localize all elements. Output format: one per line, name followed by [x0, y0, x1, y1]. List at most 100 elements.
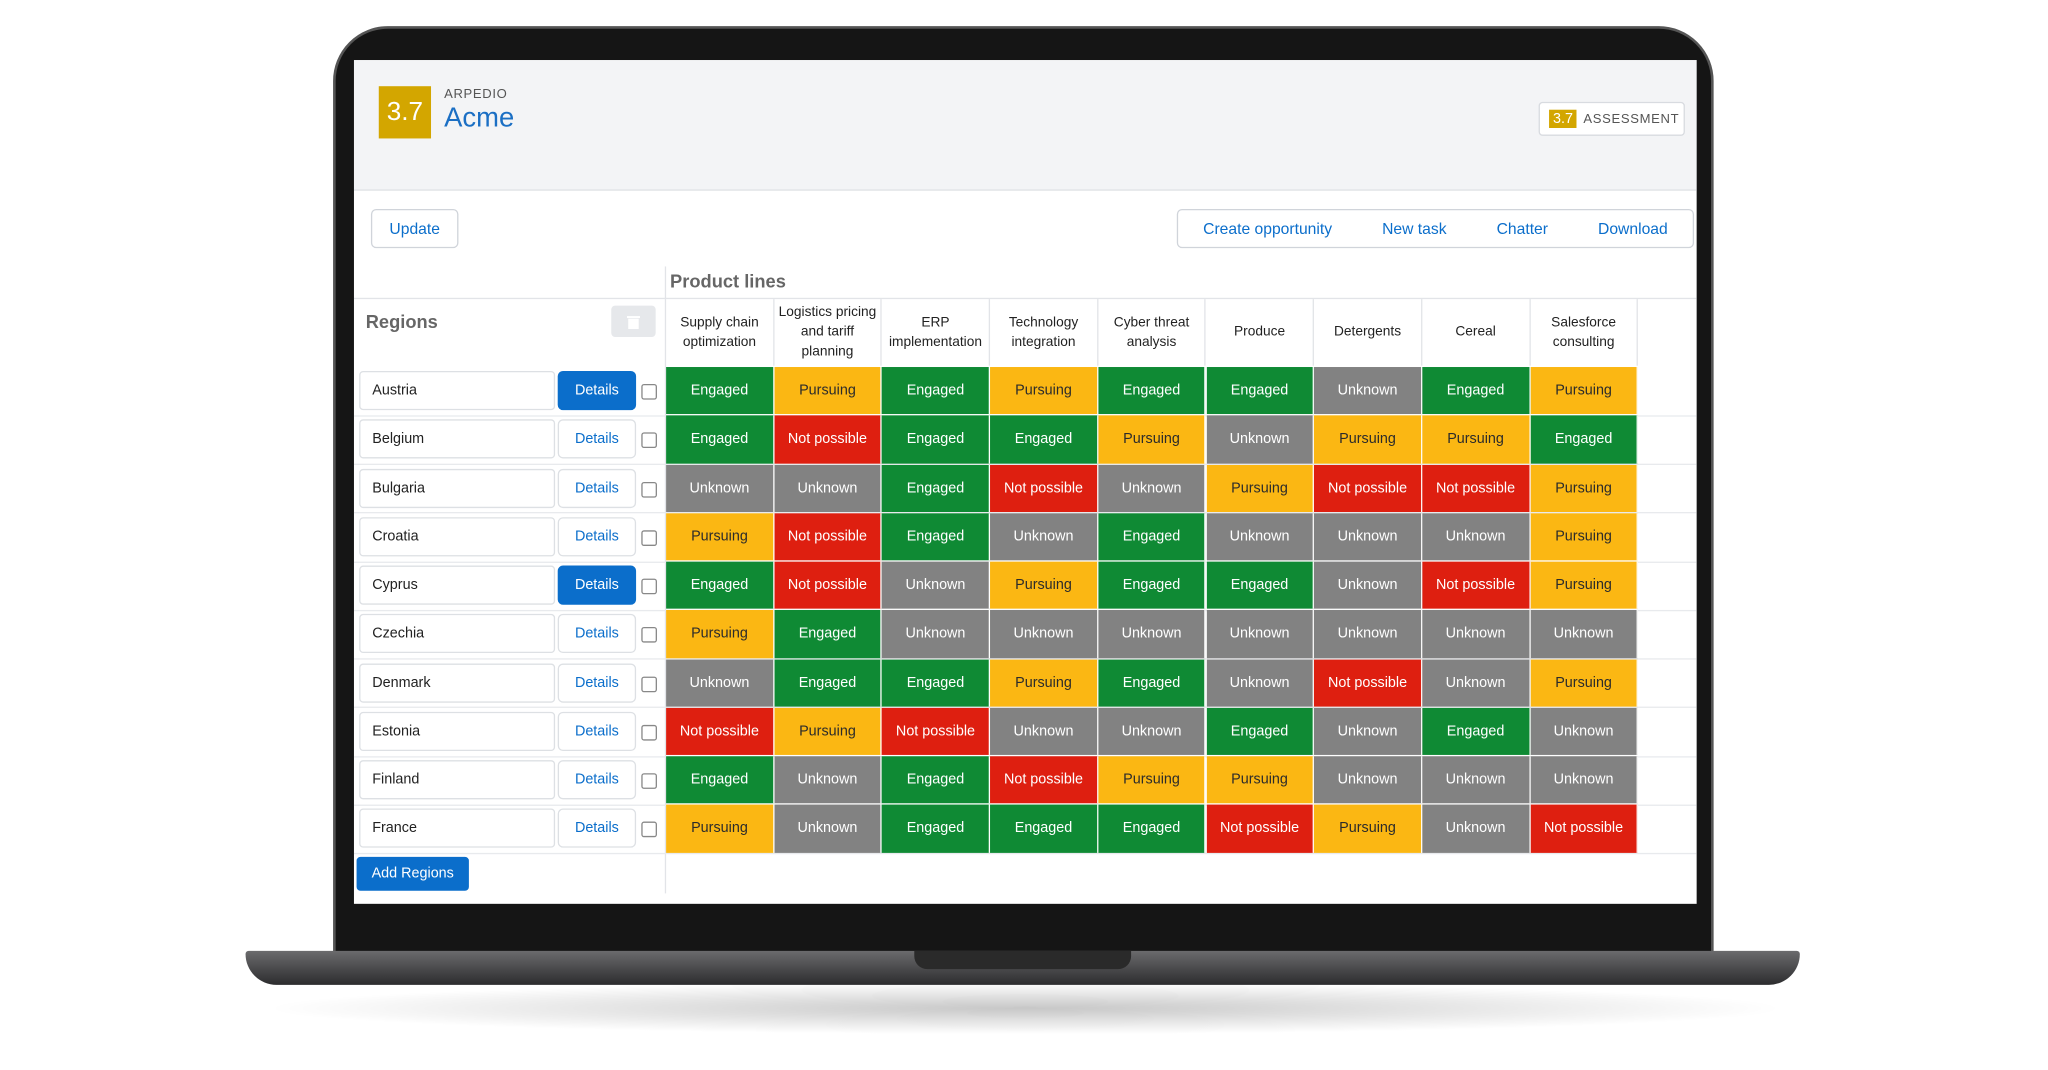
region-name[interactable]: Austria [359, 370, 556, 411]
details-button[interactable]: Details [557, 808, 637, 848]
details-button[interactable]: Details [557, 370, 637, 411]
region-name[interactable]: Belgium [359, 419, 556, 459]
status-cell: Engaged [666, 756, 775, 804]
status-cell: Not possible [990, 464, 1099, 512]
status-cell: Engaged [990, 415, 1099, 464]
status-cell: Unknown [1314, 707, 1423, 755]
row-checkbox[interactable] [641, 481, 657, 497]
column-header: Logistics pricing and tariff planning [774, 299, 883, 366]
status-cell: Unknown [882, 561, 991, 609]
status-cell: Engaged [774, 610, 883, 658]
regions-label: Regions [365, 310, 438, 332]
status-cell: Pursuing [1098, 415, 1207, 464]
status-cell: Not possible [1422, 464, 1531, 512]
status-cell: Engaged [882, 464, 991, 512]
region-name[interactable]: Estonia [359, 711, 556, 751]
status-cell: Pursuing [1530, 658, 1639, 707]
status-cell: Pursuing [1530, 367, 1639, 415]
status-cell: Pursuing [1314, 415, 1423, 464]
status-cell: Engaged [666, 367, 775, 415]
status-cell: Engaged [882, 804, 991, 853]
status-cell: Engaged [1206, 707, 1315, 755]
row-checkbox[interactable] [641, 675, 657, 692]
details-button[interactable]: Details [557, 468, 637, 508]
status-cell: Unknown [1206, 610, 1315, 658]
status-cell: Pursuing [990, 658, 1099, 707]
status-cell: Unknown [1314, 756, 1423, 804]
action-button[interactable]: Chatter [1496, 219, 1548, 238]
base-shadow [261, 982, 1790, 1035]
status-cell: Not possible [774, 561, 883, 609]
region-name[interactable]: Croatia [359, 516, 556, 557]
details-button[interactable]: Details [557, 662, 637, 703]
status-cell: Unknown [1206, 658, 1315, 707]
status-cell: Unknown [774, 464, 883, 512]
status-cell: Unknown [1422, 756, 1531, 804]
grid-divider [664, 266, 667, 894]
delete-button[interactable] [611, 305, 656, 337]
status-cell: Not possible [774, 415, 883, 464]
region-name[interactable]: Finland [359, 760, 556, 800]
status-cell: Pursuing [990, 561, 1099, 609]
row-checkbox[interactable] [641, 821, 657, 838]
status-cell: Engaged [882, 658, 991, 707]
details-button[interactable]: Details [557, 614, 637, 654]
details-button[interactable]: Details [557, 419, 637, 459]
status-cell: Unknown [1422, 610, 1531, 658]
screen: 3.7 ARPEDIO Acme 3.7 ASSESSMENT Update C… [353, 60, 1697, 904]
row-checkbox[interactable] [641, 383, 657, 400]
status-cell: Pursuing [1530, 561, 1639, 609]
column-header: Supply chain optimization [666, 299, 775, 366]
status-cell: Unknown [1098, 610, 1207, 658]
status-cell: Not possible [1314, 464, 1423, 512]
row-checkbox[interactable] [641, 578, 657, 595]
status-cell: Unknown [990, 610, 1099, 658]
status-cell: Engaged [1098, 512, 1207, 561]
status-cell: Pursuing [1422, 415, 1531, 464]
status-cell: Engaged [1098, 804, 1207, 853]
status-cell: Unknown [1098, 707, 1207, 755]
update-button[interactable]: Update [370, 208, 459, 249]
row-checkbox[interactable] [641, 432, 657, 449]
column-header: Cyber threat analysis [1098, 299, 1207, 366]
status-cell: Engaged [990, 804, 1099, 853]
column-header: Technology integration [990, 299, 1099, 366]
status-cell: Pursuing [1314, 804, 1423, 853]
action-button[interactable]: Create opportunity [1203, 219, 1333, 238]
column-header: Cereal [1422, 299, 1531, 366]
status-cell: Unknown [1206, 512, 1315, 561]
region-name[interactable]: Cyprus [359, 565, 556, 605]
assessment-badge: 3.7 [1549, 109, 1577, 128]
status-cell: Pursuing [774, 707, 883, 755]
row-checkbox[interactable] [641, 627, 657, 643]
row-checkbox[interactable] [641, 773, 657, 789]
add-regions-button[interactable]: Add Regions [356, 856, 469, 891]
details-button[interactable]: Details [557, 711, 637, 751]
action-button[interactable]: New task [1382, 219, 1447, 238]
status-cell: Pursuing [666, 610, 775, 658]
action-button[interactable]: Download [1598, 219, 1668, 238]
details-button[interactable]: Details [557, 565, 637, 605]
status-cell: Unknown [774, 804, 883, 853]
status-cell: Engaged [1422, 367, 1531, 415]
region-name[interactable]: Denmark [359, 662, 556, 703]
status-cell: Pursuing [1206, 464, 1315, 512]
details-button[interactable]: Details [557, 760, 637, 800]
row-line [353, 609, 1697, 611]
assessment-tag[interactable]: 3.7 ASSESSMENT [1538, 101, 1685, 136]
status-cell: Not possible [1314, 658, 1423, 707]
region-name[interactable]: France [359, 808, 556, 848]
details-button[interactable]: Details [557, 516, 637, 557]
status-cell: Pursuing [1098, 756, 1207, 804]
status-cell: Unknown [1314, 561, 1423, 609]
region-name[interactable]: Bulgaria [359, 468, 556, 508]
column-header: ERP implementation [882, 299, 991, 366]
row-checkbox[interactable] [641, 529, 657, 546]
row-checkbox[interactable] [641, 724, 657, 741]
status-cell: Unknown [990, 512, 1099, 561]
status-cell: Not possible [882, 707, 991, 755]
status-cell: Unknown [882, 610, 991, 658]
status-cell: Engaged [1206, 561, 1315, 609]
region-name[interactable]: Czechia [359, 614, 556, 654]
